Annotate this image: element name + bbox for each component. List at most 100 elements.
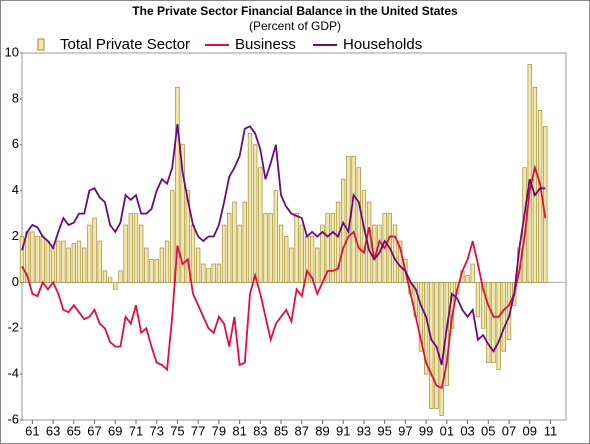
bar	[118, 270, 123, 283]
bar	[330, 213, 336, 283]
bar	[87, 224, 92, 283]
bar	[439, 282, 444, 416]
bar	[128, 213, 133, 283]
bar	[211, 263, 216, 283]
bar	[45, 240, 51, 283]
x-tick-label: 07	[502, 423, 516, 438]
y-tick-label: -6	[7, 411, 19, 426]
bar	[232, 201, 237, 283]
bar	[92, 217, 97, 283]
chart-subtitle: (Percent of GDP)	[249, 19, 341, 33]
chart-title: The Private Sector Financial Balance in …	[132, 4, 458, 18]
x-tick-label: 79	[212, 423, 226, 438]
y-tick-label: 0	[12, 274, 19, 289]
bar	[216, 263, 222, 283]
bar	[56, 240, 61, 283]
legend-swatch	[37, 38, 45, 51]
line	[21, 164, 547, 390]
bar	[164, 240, 170, 283]
x-tick-label: 93	[357, 423, 371, 438]
bar	[392, 224, 398, 283]
bar	[113, 282, 118, 290]
bar	[206, 268, 211, 283]
bar	[159, 247, 165, 283]
y-tick-label: -2	[7, 320, 19, 335]
bar	[315, 247, 320, 283]
bar	[294, 213, 299, 283]
bar	[227, 213, 232, 283]
x-tick-label: 89	[315, 423, 329, 438]
bar	[247, 132, 253, 283]
legend-label: Business	[235, 36, 296, 53]
bar	[470, 263, 475, 283]
bar	[465, 275, 470, 283]
bar	[190, 224, 196, 283]
bar	[107, 277, 113, 283]
bar	[201, 263, 206, 283]
bar	[19, 236, 25, 283]
x-tick-label: 91	[336, 423, 350, 438]
bar	[66, 247, 71, 283]
x-tick-label: 69	[108, 423, 122, 438]
bar	[185, 190, 190, 283]
x-tick-label: 77	[191, 423, 205, 438]
bar	[195, 247, 201, 283]
bar	[175, 87, 180, 283]
x-tick-label: 97	[398, 423, 412, 438]
bar	[263, 213, 268, 283]
bar	[527, 64, 532, 283]
x-tick-label: 75	[170, 423, 184, 438]
x-tick-label: 01	[440, 423, 454, 438]
bar	[149, 259, 154, 283]
bar	[341, 178, 346, 283]
x-tick-label: 03	[460, 423, 474, 438]
bar	[242, 201, 247, 283]
x-tick-label: 61	[25, 423, 39, 438]
bar	[71, 243, 76, 283]
bar	[102, 270, 108, 283]
x-tick-label: 67	[87, 423, 101, 438]
x-tick-label: 85	[274, 423, 288, 438]
y-tick-label: 2	[12, 228, 19, 243]
x-tick-label: 81	[232, 423, 246, 438]
bar	[309, 236, 315, 283]
plot-area	[21, 52, 567, 421]
y-tick-label: 4	[12, 182, 19, 197]
bar	[501, 282, 506, 352]
bar	[418, 282, 424, 352]
bar	[133, 213, 139, 283]
bar	[268, 213, 273, 283]
bar	[356, 167, 361, 283]
bar	[138, 224, 144, 283]
x-tick-label: 99	[419, 423, 433, 438]
bar	[351, 155, 356, 283]
bar	[180, 144, 185, 283]
bar	[486, 282, 491, 364]
bar	[144, 247, 149, 283]
bar	[76, 240, 82, 283]
legend-label: Total Private Sector	[60, 36, 190, 53]
y-tick-label: 6	[12, 136, 19, 151]
bar	[35, 236, 40, 283]
bar	[496, 282, 501, 370]
bar	[123, 224, 128, 283]
x-tick-label: 71	[129, 423, 143, 438]
bar	[154, 259, 159, 283]
bar	[491, 282, 496, 364]
line	[21, 123, 546, 366]
x-tick-label: 95	[377, 423, 391, 438]
legend-label: Households	[343, 36, 422, 53]
bar	[221, 224, 227, 283]
bar	[273, 190, 279, 283]
bar	[40, 236, 45, 283]
x-tick-label: 09	[522, 423, 536, 438]
bar	[284, 236, 289, 283]
bar	[97, 240, 102, 283]
x-tick-label: 73	[149, 423, 163, 438]
y-tick-label: 8	[12, 90, 19, 105]
bar	[475, 282, 481, 318]
bar	[335, 201, 341, 283]
bar	[258, 167, 263, 283]
bar	[50, 247, 56, 283]
